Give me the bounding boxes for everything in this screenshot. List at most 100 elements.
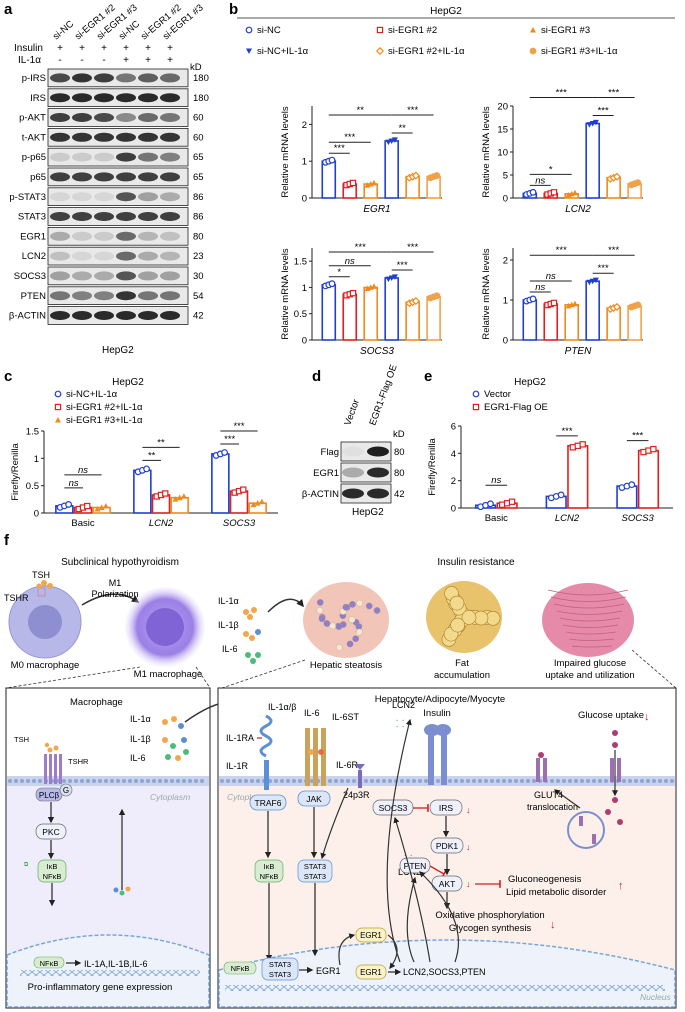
- membrane-bead: [98, 779, 102, 783]
- data-point: [586, 122, 593, 128]
- hepatocyte-dot: [318, 615, 326, 623]
- membrane-bead: [340, 779, 344, 783]
- membrane-bead: [646, 779, 650, 783]
- il6r-receptor-icon: [305, 728, 326, 786]
- blot-band: [138, 212, 158, 221]
- data-point: [589, 120, 596, 127]
- sig-label: ns: [345, 256, 355, 267]
- membrane-bead: [158, 779, 162, 783]
- adipocyte: [450, 617, 465, 633]
- blot-kd-d: 80: [394, 468, 405, 479]
- blot-band: [50, 113, 70, 122]
- bar: [585, 280, 600, 341]
- data-point: [529, 188, 537, 196]
- gene-label: SOCS3: [360, 346, 394, 357]
- data-point: [240, 486, 247, 493]
- il6-top: IL-6: [222, 644, 238, 654]
- blot-band: [138, 291, 158, 301]
- legend-label-b: si-NC: [257, 25, 281, 36]
- y-tick-label: 0: [503, 194, 508, 205]
- blot-label: p-IRS: [22, 73, 46, 84]
- data-point: [612, 302, 621, 311]
- y-tick-label: 0: [302, 336, 307, 347]
- data-point: [550, 189, 558, 196]
- membrane-bead: [292, 779, 296, 783]
- data-point: [550, 299, 558, 307]
- legend-marker-b: [375, 46, 385, 56]
- pro-inflammatory-label: Pro-inflammatory gene expression: [28, 982, 173, 993]
- blot-band: [50, 73, 70, 83]
- il1b-top: IL-1β: [218, 620, 239, 630]
- membrane-bead: [370, 779, 374, 783]
- blot-band: [72, 291, 92, 301]
- hepatocyte-dot: [346, 640, 354, 648]
- membrane-bead: [32, 779, 36, 783]
- cell-box-title: Hepatocyte/Adipocyte/Myocyte: [375, 694, 505, 705]
- lane-label-d: Vector: [342, 398, 362, 427]
- sig-label: ***: [224, 434, 235, 445]
- blot-band: [116, 152, 136, 162]
- data-point: [634, 301, 642, 309]
- muscle-fiber: [571, 645, 613, 648]
- bar: [564, 303, 580, 341]
- insulin-label-f: Insulin: [423, 708, 450, 719]
- tsh-top: TSH: [32, 570, 50, 580]
- membrane-bead: [622, 779, 626, 783]
- membrane-bead: [80, 779, 84, 783]
- blot-band: [50, 231, 70, 241]
- pdk1-down-arrow: ↓: [466, 842, 471, 852]
- sig-label: ***: [355, 242, 366, 253]
- blot-band: [116, 113, 136, 122]
- y-tick-label: 0: [302, 194, 307, 205]
- bar: [321, 160, 337, 199]
- sig-label: **: [357, 105, 365, 116]
- sig-label: ns: [535, 175, 545, 186]
- y-axis-label: Firefly/Renilla: [10, 443, 21, 501]
- legend-marker-c: [55, 417, 61, 423]
- blot-band: [116, 132, 136, 142]
- panel-label-c: c: [4, 368, 12, 385]
- y-axis-label: Relative mRNA levels: [280, 248, 291, 340]
- blot-band: [116, 192, 136, 202]
- adipocyte: [449, 595, 465, 611]
- blot-band: [138, 152, 158, 162]
- legend-b: si-NC si-EGR1 #2 si-EGR1 #3 si-NC+IL-1α si-E…: [245, 25, 618, 57]
- membrane-bead: [364, 779, 368, 783]
- membrane-bead: [274, 779, 278, 783]
- lipid-up-arrow: ↑: [618, 880, 624, 892]
- membrane-bead: [74, 779, 78, 783]
- membrane-bead: [424, 779, 428, 783]
- membrane-bead: [250, 779, 254, 783]
- membrane-bead: [484, 779, 488, 783]
- blot-band: [72, 251, 92, 261]
- bar: [585, 122, 600, 199]
- membrane-bead: [104, 779, 108, 783]
- insulin-label: Insulin: [14, 43, 43, 54]
- blot-band: [138, 192, 158, 202]
- left-genes: IL-1A,IL-1B,IL-6: [84, 959, 148, 969]
- western-blots-a: p-IRS 180 IRS 180 p-AKT 60 t-AKT 60 p-p65 65 p65 65…: [9, 68, 209, 325]
- degradation-left: ⧉: [24, 862, 29, 868]
- glycogen-label: Glycogen synthesis: [449, 923, 532, 934]
- blot-band: [160, 192, 180, 202]
- bar: [543, 303, 559, 341]
- sig-label: ***: [598, 105, 609, 116]
- blot-band: [50, 172, 70, 182]
- blot-band: [94, 152, 114, 162]
- data-point: [180, 493, 187, 499]
- data-point: [221, 449, 228, 456]
- y-tick-label: 0: [451, 504, 456, 515]
- glucose-uptake-label: Glucose uptake: [578, 710, 644, 721]
- glut4-label-1: GLUT4: [534, 790, 563, 800]
- blot-kd: 42: [193, 311, 204, 322]
- bar: [426, 296, 441, 341]
- membrane-bead: [508, 779, 512, 783]
- membrane-bead: [640, 779, 644, 783]
- blot-band: [116, 311, 136, 320]
- y-axis-label: Firefly/Renilla: [427, 438, 438, 496]
- group-label: SOCS3: [622, 513, 655, 524]
- blot-label: t-AKT: [22, 132, 46, 143]
- sig-label: ***: [608, 245, 619, 256]
